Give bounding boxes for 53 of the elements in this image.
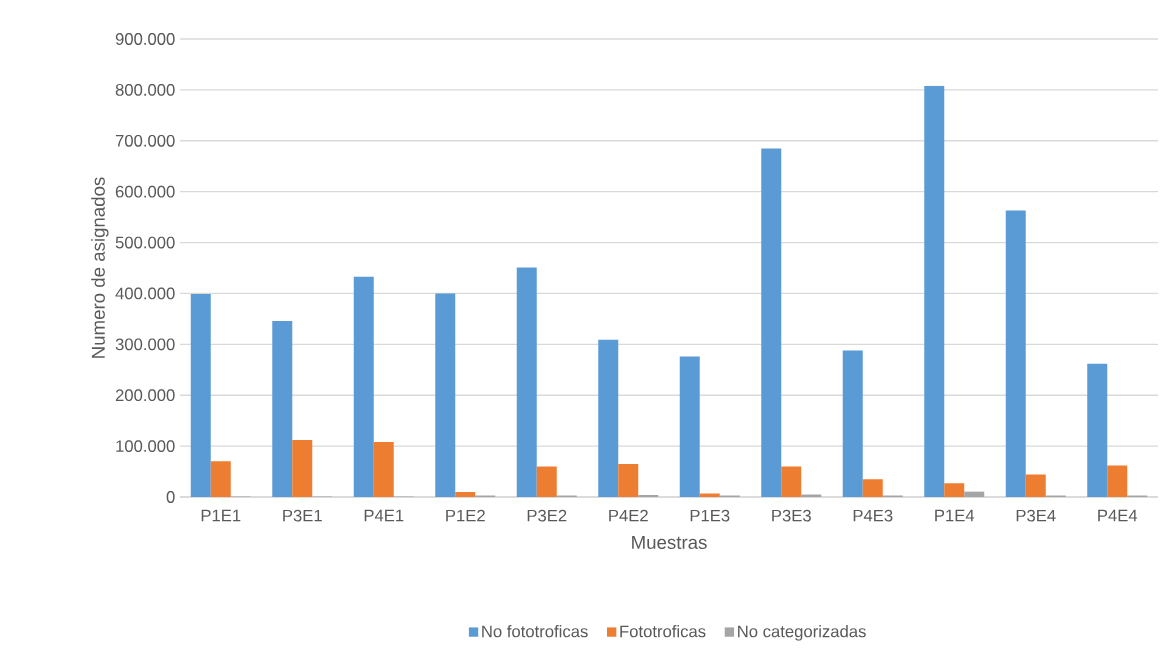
bar <box>801 494 822 497</box>
x-tick-label: P1E2 <box>446 509 485 522</box>
legend-label: No categorizadas <box>738 625 866 641</box>
legend-label: Fototroficas <box>620 625 706 638</box>
bar <box>761 148 782 497</box>
x-tick-label: P4E4 <box>1098 509 1138 522</box>
x-axis-title: Muestras <box>632 535 707 550</box>
bar <box>210 461 231 497</box>
x-tick-label: P1E1 <box>201 509 241 522</box>
x-tick-label: P4E1 <box>364 509 404 522</box>
y-tick-label: 0 <box>166 491 175 503</box>
x-tick-label: P3E2 <box>527 509 567 522</box>
bar <box>679 356 700 497</box>
bar <box>618 463 639 497</box>
bar <box>1087 363 1108 497</box>
x-tick-label: P3E1 <box>283 509 322 522</box>
y-tick-label: 100.000 <box>116 440 175 453</box>
x-tick-label: P3E4 <box>1016 509 1056 522</box>
y-tick-label: 800.000 <box>115 84 175 96</box>
y-axis-title: Numero de asignados <box>91 177 109 358</box>
y-tick-label: 200.000 <box>115 389 175 402</box>
bar <box>373 442 394 497</box>
x-tick-label: P4E3 <box>853 509 893 522</box>
bar <box>1005 210 1026 497</box>
y-tick-label: 300.000 <box>115 338 175 351</box>
y-tick-label: 500.000 <box>115 236 175 249</box>
bar <box>598 339 619 497</box>
bar <box>435 293 456 497</box>
y-tick-label: 700.000 <box>115 134 175 147</box>
bar <box>1025 474 1046 497</box>
legend-label: No fototroficas <box>482 625 588 638</box>
bar <box>536 466 557 497</box>
x-tick-label: P3E3 <box>772 509 811 522</box>
y-tick-label: 600.000 <box>115 185 175 198</box>
bar <box>699 493 720 497</box>
bar <box>353 276 374 497</box>
bar <box>944 483 965 497</box>
bar <box>455 491 476 497</box>
bar <box>781 466 802 497</box>
bar <box>292 439 313 497</box>
bar <box>190 293 211 497</box>
x-tick-label: P1E3 <box>690 509 730 522</box>
bar <box>516 267 537 497</box>
x-tick-label: P1E4 <box>935 509 975 522</box>
bar <box>272 320 293 497</box>
bar <box>924 85 945 497</box>
x-tick-label: P4E2 <box>609 509 648 522</box>
y-tick-label: 400.000 <box>115 287 175 300</box>
bar <box>638 494 659 497</box>
bar <box>1107 465 1128 497</box>
y-tick-label: 900.000 <box>115 33 175 45</box>
bar <box>842 350 863 497</box>
bar <box>862 479 883 497</box>
